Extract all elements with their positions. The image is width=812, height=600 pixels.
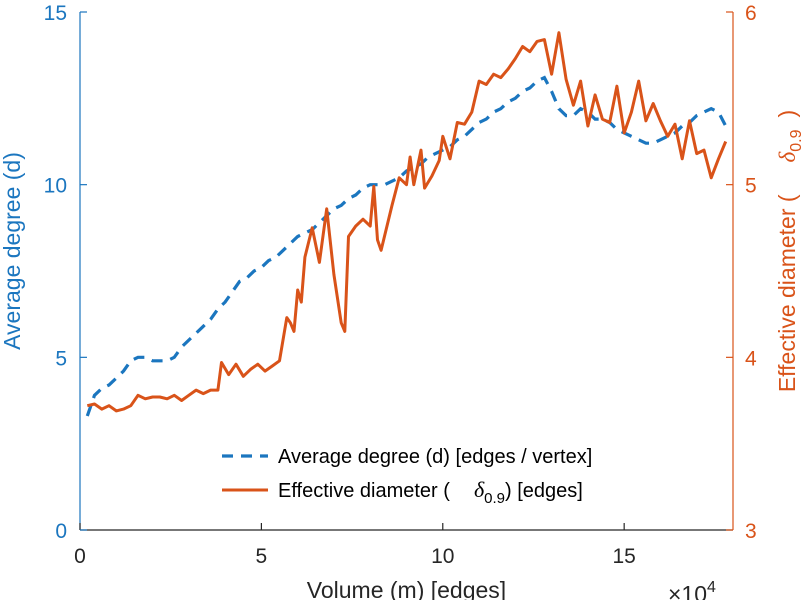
- legend: Average degree (d) [edges / vertex] Effe…: [222, 446, 592, 507]
- left-tick-label: 15: [44, 2, 67, 25]
- x-axis-ticks: 0 5 10 15: [74, 523, 636, 568]
- legend-label-prefix: Effective diameter (: [278, 480, 450, 502]
- right-tick-label: 5: [745, 175, 757, 198]
- legend-label-effective-diameter: Effective diameter ( δ0.9) [edges]: [278, 477, 583, 507]
- right-y-axis-label-suffix: ): [774, 110, 800, 118]
- left-y-axis-label: Average degree (d): [0, 152, 25, 350]
- right-y-axis-label: Effective diameter ( δ0.9): [774, 110, 805, 392]
- right-tick-label: 4: [745, 347, 757, 370]
- x-tick-label: 5: [256, 545, 268, 568]
- x-axis-multiplier-exponent: 4: [707, 579, 716, 596]
- right-tick-label: 6: [745, 2, 757, 25]
- right-tick-label: 3: [745, 520, 757, 543]
- series-effective-diameter-line: [86, 31, 728, 413]
- left-tick-label: 5: [55, 347, 67, 370]
- x-tick-label: 15: [612, 545, 635, 568]
- x-axis-label: Volume (m) [edges]: [307, 577, 506, 600]
- left-tick-label: 0: [55, 520, 67, 543]
- left-tick-label: 10: [44, 175, 67, 198]
- x-tick-label: 10: [431, 545, 454, 568]
- x-tick-label: 0: [74, 545, 86, 568]
- right-y-axis-label-subscript: 0.9: [788, 129, 805, 151]
- legend-label-subscript: 0.9: [484, 490, 505, 507]
- x-axis-multiplier: ×104: [668, 579, 716, 600]
- right-y-axis-label-prefix: Effective diameter (: [774, 194, 800, 392]
- legend-label-average-degree: Average degree (d) [edges / vertex]: [278, 446, 592, 468]
- left-y-axis-ticks: 0 5 10 15: [44, 2, 87, 543]
- x-axis-multiplier-base: ×10: [668, 581, 707, 600]
- legend-label-suffix: ) [edges]: [505, 480, 583, 502]
- right-y-axis-ticks: 3 4 5 6: [726, 2, 757, 543]
- series-average-degree-line: [85, 75, 728, 417]
- legend-label-symbol: δ: [474, 477, 485, 502]
- right-y-axis-label-symbol: δ: [775, 151, 800, 162]
